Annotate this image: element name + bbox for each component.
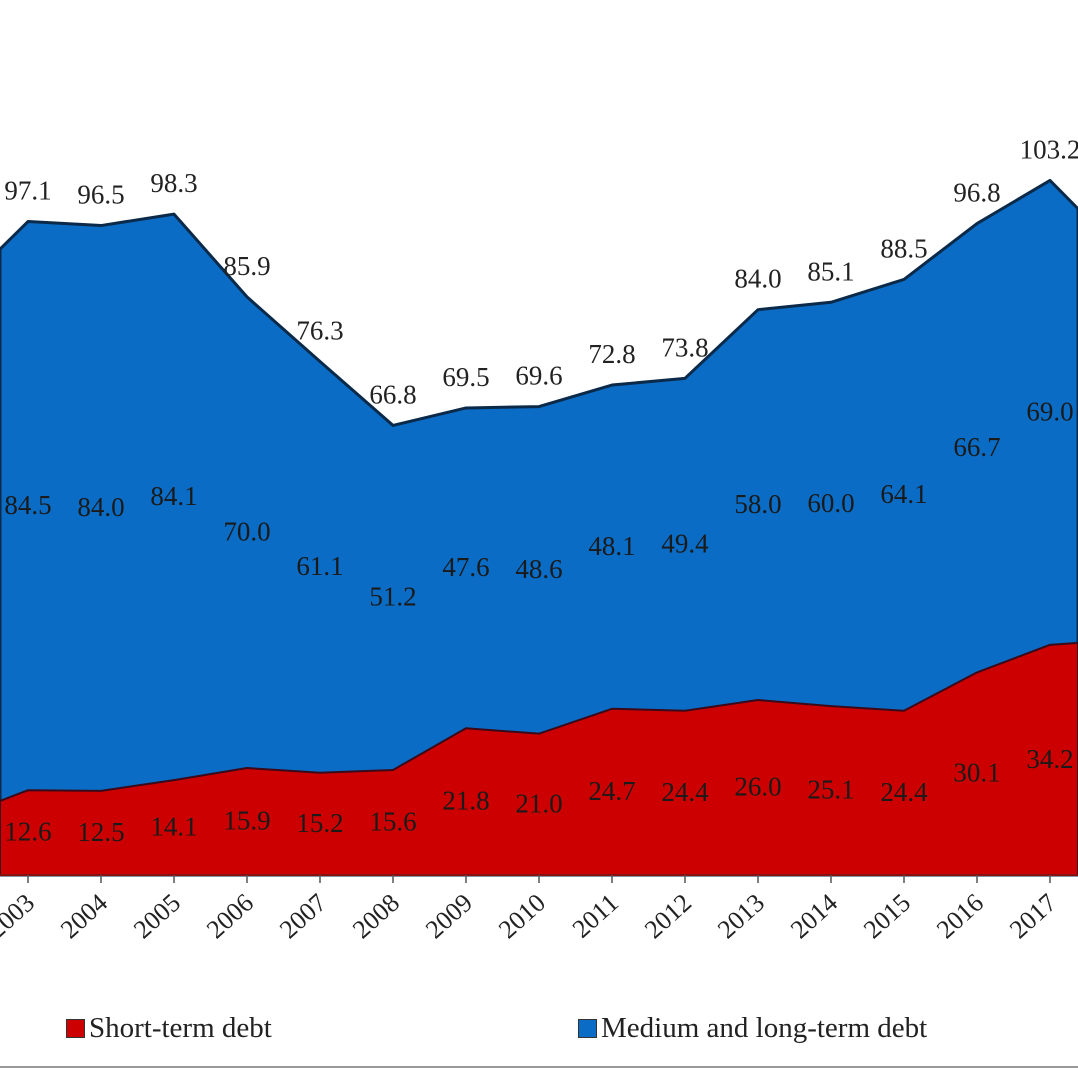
legend-label-short-term: Short-term debt [89, 1012, 272, 1044]
short-data-label: 15.6 [369, 807, 416, 837]
total-data-label: 69.5 [442, 362, 489, 392]
total-data-label: 73.8 [661, 332, 708, 362]
total-data-label: 84.0 [734, 264, 781, 294]
medium-data-label: 61.1 [296, 551, 343, 581]
total-data-label: 72.8 [588, 339, 635, 369]
legend-swatch-blue [578, 1019, 597, 1038]
medium-data-label: 60.0 [807, 488, 854, 518]
medium-data-label: 69.0 [1026, 397, 1073, 427]
medium-data-label: 47.6 [442, 552, 489, 582]
total-data-label: 97.1 [4, 176, 51, 206]
short-data-label: 34.2 [1026, 744, 1073, 774]
area-short-term-debt [0, 641, 1078, 876]
total-data-label: 85.1 [807, 256, 854, 286]
total-data-label: 96.8 [953, 178, 1000, 208]
x-tick-label: 2003 [0, 888, 40, 944]
x-tick-label: 2010 [493, 888, 551, 944]
medium-data-label: 51.2 [369, 582, 416, 612]
short-data-label: 14.1 [150, 812, 197, 842]
x-tick-label: 2011 [567, 888, 624, 944]
short-data-label: 24.4 [661, 777, 709, 807]
total-data-label: 96.5 [77, 180, 124, 210]
total-data-label: 88.5 [880, 233, 927, 263]
x-tick-label: 2016 [931, 888, 989, 944]
total-data-label: 76.3 [296, 316, 343, 346]
short-data-label: 26.0 [734, 772, 781, 802]
medium-data-label: 84.0 [77, 492, 124, 522]
short-data-label: 24.4 [880, 777, 928, 807]
legend-item-medium-long-term: Medium and long-term debt [578, 1012, 927, 1045]
total-data-label: 98.3 [150, 168, 197, 198]
frame-bottom-border [0, 1066, 1078, 1068]
short-data-label: 15.2 [296, 808, 343, 838]
x-tick-label: 2013 [712, 888, 770, 944]
medium-data-label: 84.1 [150, 481, 197, 511]
x-tick-label: 2017 [1004, 888, 1062, 944]
x-tick-label: 2009 [420, 888, 478, 944]
x-tick-label: 2004 [55, 888, 113, 944]
medium-data-label: 48.1 [588, 531, 635, 561]
total-data-label: 85.9 [223, 251, 270, 281]
x-tick-label: 2015 [858, 888, 916, 944]
area-medium-long-term-debt [0, 178, 1078, 877]
short-data-label: 21.0 [515, 788, 562, 818]
total-data-label: 66.8 [369, 379, 416, 409]
legend-label-medium-long-term: Medium and long-term debt [601, 1012, 928, 1044]
medium-data-label: 48.6 [515, 554, 562, 584]
x-tick-label: 2005 [128, 888, 186, 944]
x-tick-label: 2006 [201, 888, 259, 944]
short-data-label: 30.1 [953, 758, 1000, 788]
medium-data-label: 49.4 [661, 529, 709, 559]
x-tick-label: 2014 [785, 888, 843, 944]
medium-data-label: 58.0 [734, 489, 781, 519]
x-tick-label: 2012 [639, 888, 697, 944]
legend-swatch-red [66, 1019, 85, 1038]
total-data-label: 69.6 [515, 361, 562, 391]
short-data-label: 24.7 [588, 776, 635, 806]
medium-data-label: 70.0 [223, 516, 270, 546]
x-tick-label: 2007 [274, 888, 332, 944]
medium-data-label: 64.1 [880, 479, 927, 509]
medium-data-label: 84.5 [4, 490, 51, 520]
short-data-label: 21.8 [442, 786, 489, 816]
short-data-label: 12.6 [4, 817, 51, 847]
total-data-label: 103.2 [1020, 134, 1078, 164]
x-tick-label: 2008 [347, 888, 405, 944]
medium-data-label: 66.7 [953, 432, 1000, 462]
short-data-label: 25.1 [807, 775, 854, 805]
short-data-label: 15.9 [223, 805, 270, 835]
legend-item-short-term: Short-term debt [66, 1012, 272, 1045]
short-data-label: 12.5 [77, 817, 124, 847]
